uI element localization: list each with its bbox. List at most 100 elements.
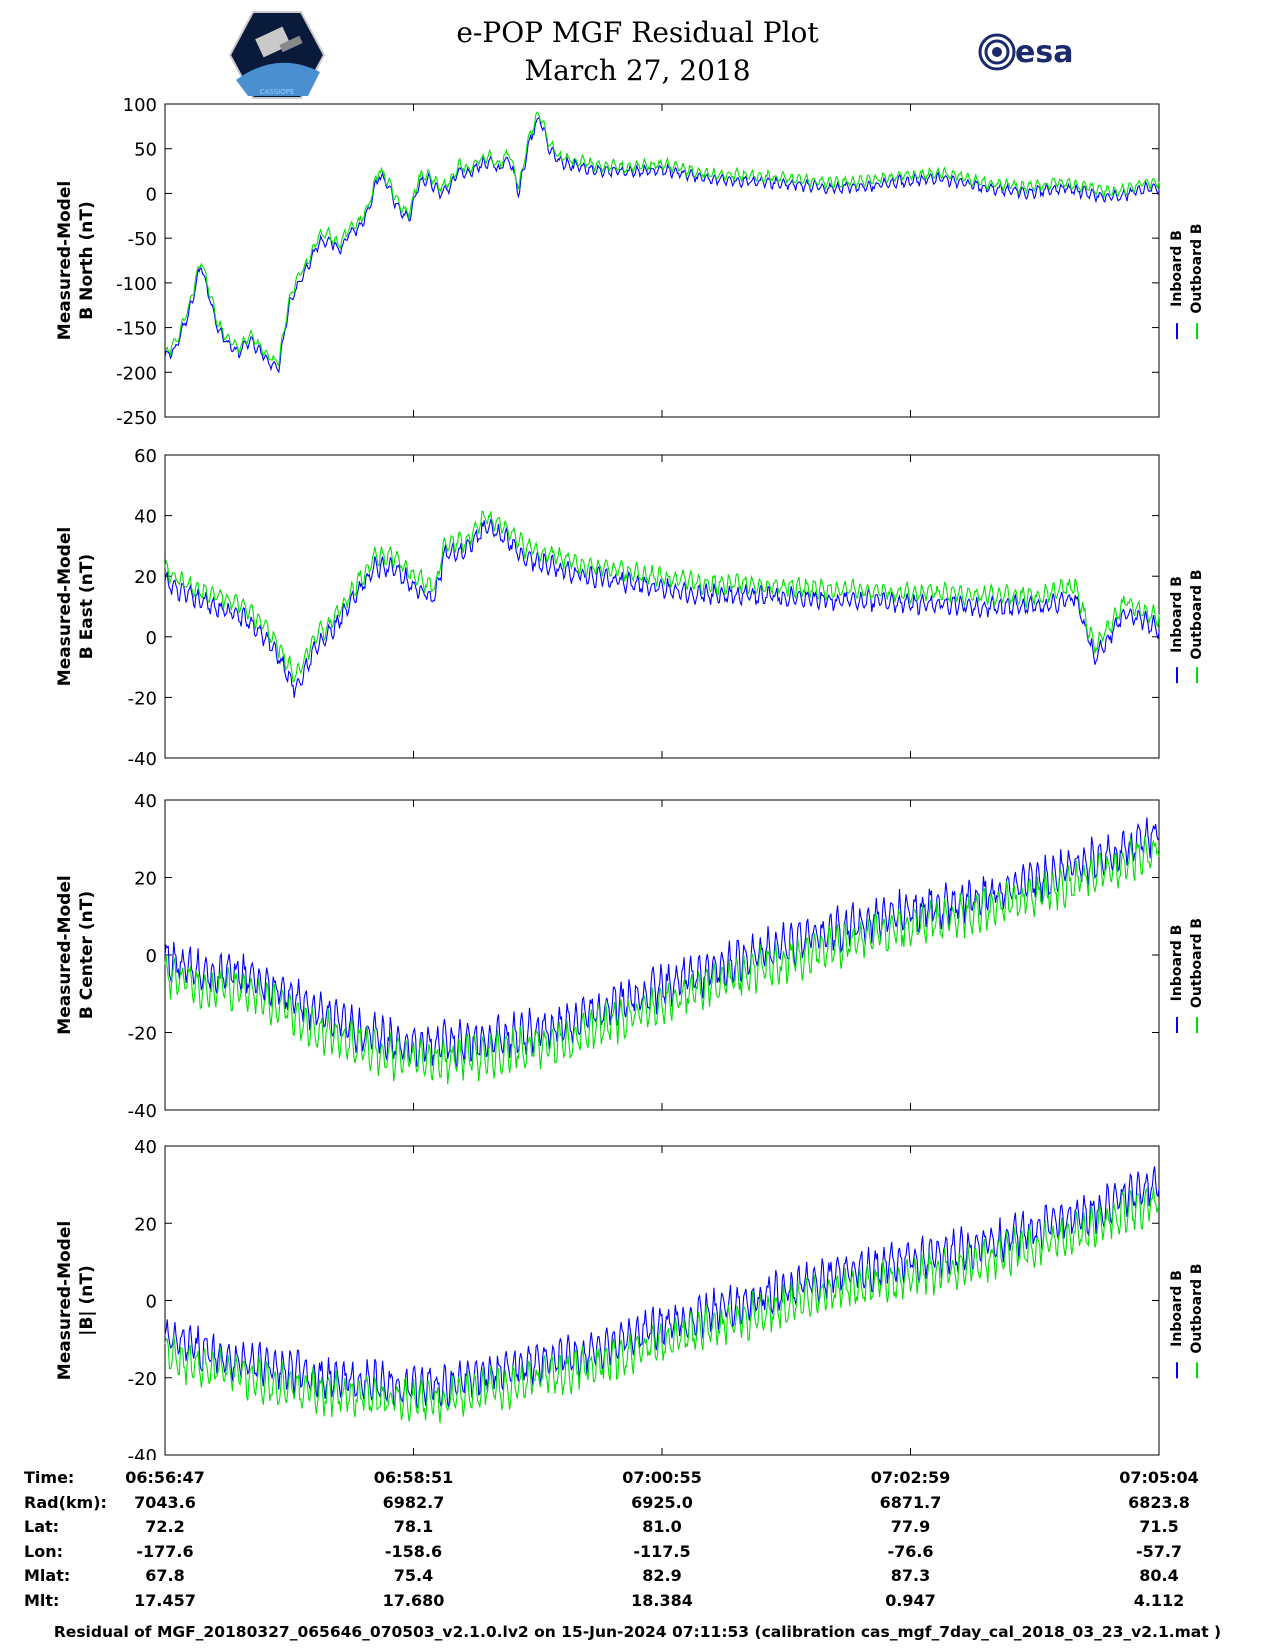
table-cell: 77.9 [890, 1517, 931, 1536]
table-row-label: Rad(km): [24, 1492, 107, 1512]
ytick-label-center: 0 [146, 946, 157, 967]
table-cell: 17.680 [382, 1590, 445, 1610]
table-cell: -117.5 [633, 1541, 691, 1561]
table-cell: 4.112 [1133, 1590, 1185, 1610]
table-cell: 6925.0 [631, 1492, 693, 1512]
table-cell: -76.6 [887, 1541, 934, 1561]
legend-inboard-total: Inboard B [1169, 1270, 1185, 1347]
series-line-total-inboard [164, 1166, 1160, 1411]
table-cell: 67.8 [145, 1566, 185, 1585]
table-cell: -177.6 [136, 1541, 194, 1561]
ytick-label-north: -250 [116, 408, 157, 429]
legend-outboard-center: Outboard B [1189, 918, 1205, 1008]
ylabel-line2-east: B East (nT) [77, 554, 97, 659]
table-cell: 87.3 [890, 1566, 931, 1585]
ytick-label-east: 0 [146, 628, 157, 649]
ytick-label-north: -200 [116, 363, 157, 384]
table-row: Mlt: 17.457 17.680 18.384 0.947 4.112 [0, 1591, 1275, 1615]
ytick-label-north: -50 [128, 229, 157, 250]
table-row-label: Time: [24, 1468, 75, 1487]
esa-logo: esa [978, 33, 1073, 71]
table-row-label: Lon: [24, 1541, 63, 1561]
ytick-label-east: 60 [134, 446, 157, 467]
ytick-label-total: -20 [128, 1369, 157, 1390]
ytick-label-north: 50 [134, 140, 157, 161]
ytick-label-east: 40 [134, 507, 157, 528]
plot-frame-total [164, 1145, 1160, 1456]
footer-caption: Residual of MGF_20180327_065646_070503_v… [53, 1623, 1222, 1641]
page-date: March 27, 2018 [524, 54, 751, 87]
esa-logo-text: esa [1015, 35, 1073, 70]
ytick-label-center: -20 [128, 1024, 157, 1045]
ytick-label-center: 40 [134, 791, 157, 812]
table-row: Mlat: 67.8 75.4 82.9 87.3 80.4 [0, 1566, 1275, 1590]
legend-inboard-center: Inboard B [1169, 925, 1185, 1002]
ylabel-line1-north: Measured-Model [55, 181, 75, 340]
series-line-east-inboard [164, 519, 1160, 698]
table-cell: 18.384 [631, 1590, 693, 1610]
table-cell: -158.6 [384, 1541, 443, 1561]
table-row: Time: 06:56:47 06:58:51 07:00:55 07:02:59 07:… [0, 1468, 1275, 1492]
table-cell: 06:58:51 [373, 1468, 454, 1487]
ytick-label-east: 20 [134, 567, 157, 588]
legend-inboard-north: Inboard B [1169, 230, 1185, 307]
ylabel-line2-north: B North (nT) [77, 201, 97, 320]
ytick-label-center: -40 [128, 1101, 157, 1122]
table-cell: 72.2 [145, 1517, 185, 1536]
table-row: Rad(km): 7043.6 6982.7 6925.0 6871.7 6823.8 [0, 1493, 1275, 1517]
title-block: e-POP MGF Residual Plot March 27, 2018 [0, 14, 1275, 90]
ylabel-line1-east: Measured-Model [55, 527, 75, 686]
legend-inboard-east: Inboard B [1169, 576, 1185, 653]
table-cell: -57.7 [1135, 1541, 1183, 1561]
table-cell: 78.1 [393, 1517, 434, 1536]
table-cell: 82.9 [642, 1566, 682, 1585]
table-row-label: Mlt: [24, 1590, 60, 1610]
plot-frame-north [164, 103, 1160, 418]
table-cell: 7043.6 [134, 1492, 196, 1512]
ytick-label-center: 20 [134, 869, 157, 890]
cassiope-logo: CASSIOPE [228, 11, 326, 99]
ytick-label-north: -150 [116, 319, 157, 340]
table-cell: 06:56:47 [125, 1468, 205, 1487]
table-cell: 71.5 [1139, 1517, 1179, 1536]
legend-outboard-total: Outboard B [1189, 1263, 1205, 1353]
table-cell: 81.0 [642, 1517, 682, 1536]
ytick-label-east: -40 [128, 749, 157, 770]
plot-frame-center [164, 799, 1160, 1111]
ytick-label-total: 20 [134, 1214, 157, 1235]
table-cell: 6982.7 [382, 1492, 445, 1512]
ylabel-line2-total: |B| (nT) [77, 1265, 97, 1336]
legend-outboard-east: Outboard B [1189, 569, 1205, 659]
ytick-label-north: -100 [116, 274, 157, 295]
ytick-label-total: 40 [134, 1137, 157, 1158]
ylabel-line2-center: B Center (nT) [77, 891, 97, 1019]
series-line-center-outboard [164, 836, 1160, 1085]
table-cell: 17.457 [134, 1590, 196, 1610]
table-cell: 07:00:55 [622, 1468, 702, 1487]
table-row: Lat: 72.2 78.1 81.0 77.9 71.5 [0, 1517, 1275, 1541]
ytick-label-north: 100 [123, 95, 157, 116]
ylabel-line1-center: Measured-Model [55, 875, 75, 1034]
legend-outboard-north: Outboard B [1189, 223, 1205, 313]
table-cell: 6871.7 [879, 1492, 942, 1512]
series-line-east-outboard [164, 510, 1160, 683]
table-cell: 0.947 [885, 1590, 936, 1610]
table-cell: 6823.8 [1128, 1492, 1190, 1512]
ylabel-line1-total: Measured-Model [55, 1221, 75, 1380]
table-row-label: Lat: [24, 1517, 60, 1536]
series-line-total-outboard [164, 1187, 1160, 1424]
table-cell: 07:02:59 [870, 1468, 951, 1487]
page-title: e-POP MGF Residual Plot [456, 16, 819, 49]
table-cell: 75.4 [393, 1566, 434, 1585]
cassiope-logo-text: CASSIOPE [260, 88, 295, 96]
ytick-label-total: 0 [146, 1292, 157, 1313]
table-row: Lon: -177.6 -158.6 -117.5 -76.6 -57.7 [0, 1542, 1275, 1566]
ytick-label-total: -40 [128, 1446, 157, 1460]
table-cell: 80.4 [1139, 1566, 1179, 1585]
series-line-center-inboard [164, 817, 1160, 1068]
ytick-label-east: -20 [128, 688, 157, 709]
table-row-label: Mlat: [24, 1566, 71, 1585]
series-line-north-outboard [164, 111, 1160, 368]
ytick-label-north: 0 [146, 184, 157, 205]
